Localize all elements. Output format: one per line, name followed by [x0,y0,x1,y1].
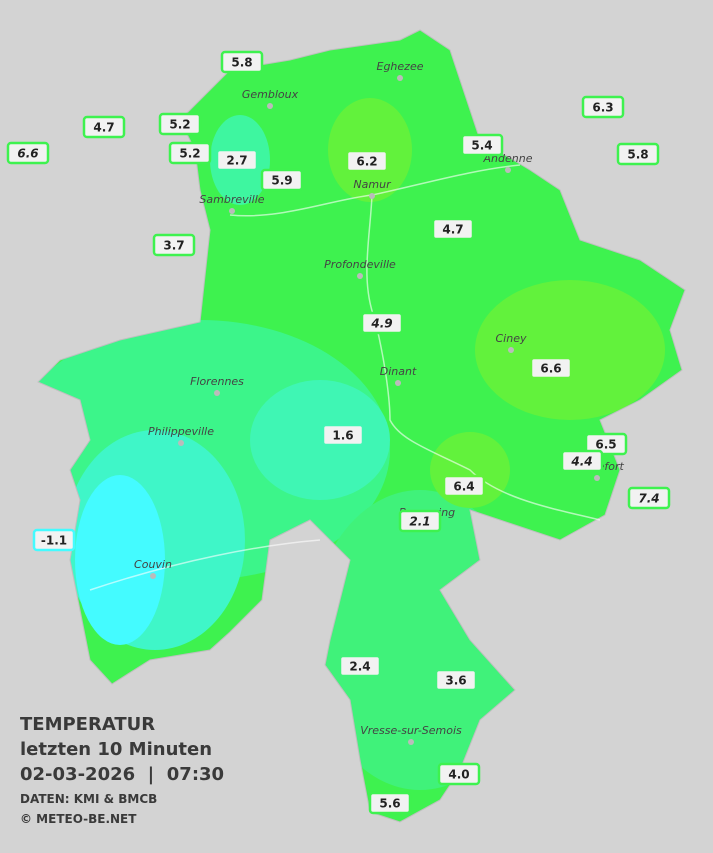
station-box [434,668,478,692]
station-box [616,142,660,166]
station-box [368,791,412,815]
station-value: 4.9 [370,317,392,331]
station-value: 2.7 [226,154,247,168]
city-label: Philippeville [148,425,214,438]
station-box [584,432,628,456]
station-box [260,168,304,192]
city-dot [397,75,403,81]
station-box [581,95,625,119]
station-box [215,148,259,172]
station-value: 2.4 [349,660,370,674]
station-value: 2.1 [409,515,430,529]
title: TEMPERATUR [20,714,155,735]
station-value: 5.8 [231,56,252,70]
stations: 5.8 4.7 5.2 6.6 5.2 2.7 5.9 6.2 5.4 6.3 5.8 3.7 4.7 4… [6,50,671,815]
station-value: 6.5 [595,438,616,452]
city-label: Profondeville [324,258,396,271]
subtitle: letzten 10 Minuten [20,739,212,760]
city-dot [267,103,273,109]
station-box [321,423,365,447]
station-value: 6.6 [540,362,561,376]
station-value: 5.2 [169,118,190,132]
station-value: 1.6 [332,429,353,443]
station-box [560,449,604,473]
city-label: Eghezee [377,60,424,73]
city-dot [178,440,184,446]
station-box [82,115,126,139]
city-dot [408,739,414,745]
station-box [460,133,504,157]
city-dot [229,208,235,214]
station-box [529,356,573,380]
station-box [220,50,264,74]
city-dot [594,475,600,481]
station-box [437,762,481,786]
station-box [627,486,671,510]
city-dot [214,390,220,396]
station-box [158,112,202,136]
station-value: 6.4 [453,480,474,494]
station-box [345,149,389,173]
station-value: 7.4 [638,492,659,506]
station-value: 6.2 [356,155,377,169]
copyright: © METEO-BE.NET [20,812,137,826]
city-dot [508,347,514,353]
source: DATEN: KMI & BMCB [20,792,157,806]
station-value: 4.7 [442,223,463,237]
station-value: 4.0 [448,768,469,782]
city-dot [369,193,375,199]
station-box [431,217,475,241]
station-value: 5.8 [627,148,648,162]
station-value: -1.1 [41,534,67,548]
city-label: Gembloux [242,88,299,101]
station-value: 5.6 [379,797,400,811]
station-value: 4.7 [93,121,114,135]
city-label: Namur [353,178,392,191]
station-value: 6.3 [592,101,613,115]
station-box [442,474,486,498]
city-dot [150,573,156,579]
station-box [168,141,212,165]
station-box [338,654,382,678]
station-value: 3.6 [445,674,466,688]
station-box [152,233,196,257]
city-label: Sambreville [199,193,264,206]
station-value: 5.9 [271,174,292,188]
city-dot [395,380,401,386]
city-label: Florennes [190,375,244,388]
city-label: Vresse-sur-Semois [360,724,462,737]
station-box [6,141,50,165]
station-box [360,311,404,335]
city-label: Dinant [380,365,417,378]
city-label: Couvin [134,558,172,571]
station-value: 4.4 [570,455,592,469]
city-dot [505,167,511,173]
city-label: Ciney [496,332,527,345]
station-box [32,528,76,552]
station-value: 5.2 [179,147,200,161]
station-value: 5.4 [471,139,492,153]
city-dot [357,273,363,279]
datetime: 02-03-2026 | 07:30 [20,764,224,785]
station-value: 3.7 [163,239,184,253]
station-box [398,509,442,533]
station-value: 6.6 [17,147,38,161]
